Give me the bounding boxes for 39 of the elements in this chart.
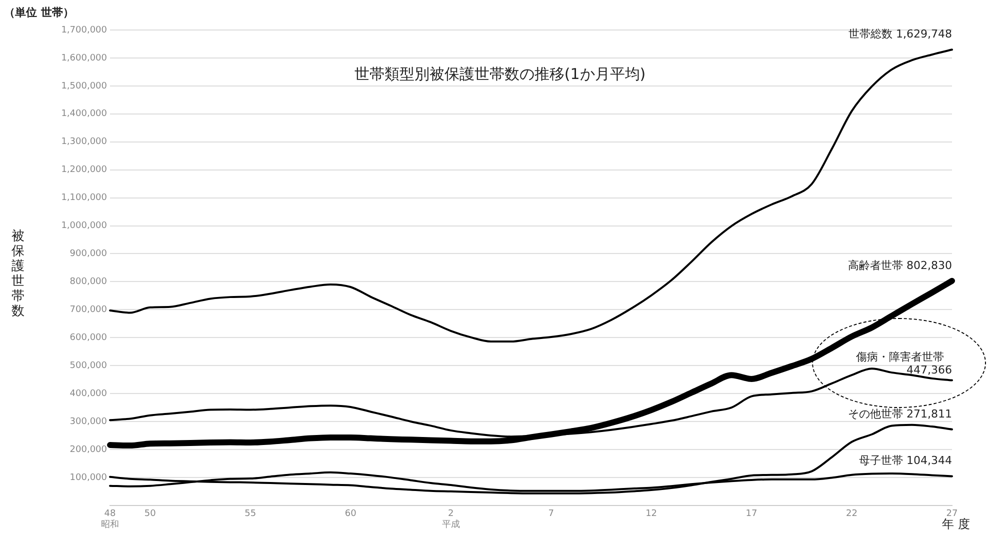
y-tick-label: 1,300,000 <box>61 137 108 148</box>
y-tick-label: 200,000 <box>70 444 108 455</box>
text: その他世帯 271,811 <box>848 407 952 420</box>
y-tick-label: 300,000 <box>70 416 108 427</box>
x-tick-label: 60 <box>344 509 357 520</box>
x-tick-label: 22 <box>846 509 858 520</box>
x-tick-label: 2 平成 <box>442 509 460 530</box>
text: 高齢者世帯 802,830 <box>848 258 952 272</box>
text: 世帯類型別被保護世帯数の推移(1か月平均) <box>354 64 646 83</box>
line-series <box>109 424 953 494</box>
y-tick-label: 1,000,000 <box>61 221 108 232</box>
x-tick-label: 55 <box>244 509 256 520</box>
y-tick-label: 1,600,000 <box>61 53 108 64</box>
y-tick-label: 400,000 <box>70 388 108 399</box>
y-tick-label: 1,500,000 <box>61 81 108 92</box>
y-tick-label: 900,000 <box>70 249 108 260</box>
y-tick-label: 1,200,000 <box>61 165 108 176</box>
text: 世帯総数 1,629,748 <box>848 28 952 41</box>
x-tick-label: 12 <box>646 509 658 520</box>
y-tick-label: 800,000 <box>70 277 108 288</box>
x-tick-label: 50 <box>144 509 156 520</box>
y-tick-label: 1,100,000 <box>61 193 108 204</box>
y-axis-title: 被保護世帯数 <box>12 229 24 319</box>
text: 母子世帯 104,344 <box>859 454 952 468</box>
x-tick-label: 7 <box>548 509 554 520</box>
x-tick-label: 27 <box>946 509 958 520</box>
y-tick-label: 1,400,000 <box>61 109 108 120</box>
x-tick-label: 48 昭和 <box>101 509 119 530</box>
y-tick-label: 500,000 <box>70 360 108 371</box>
series-label: 傷病・障害者世帯 <box>856 350 944 364</box>
y-tick-label: 700,000 <box>70 304 108 315</box>
y-tick-label: 100,000 <box>70 472 108 483</box>
x-axis-title: 年 度 <box>942 517 970 531</box>
line-series <box>109 48 953 343</box>
data-label: 447,366 <box>906 363 952 376</box>
y-tick-label: 1,700,000 <box>61 25 108 36</box>
x-tick-label: 17 <box>746 509 758 520</box>
y-tick-label: 600,000 <box>70 332 108 343</box>
text: （単位 世帯） <box>4 6 74 19</box>
